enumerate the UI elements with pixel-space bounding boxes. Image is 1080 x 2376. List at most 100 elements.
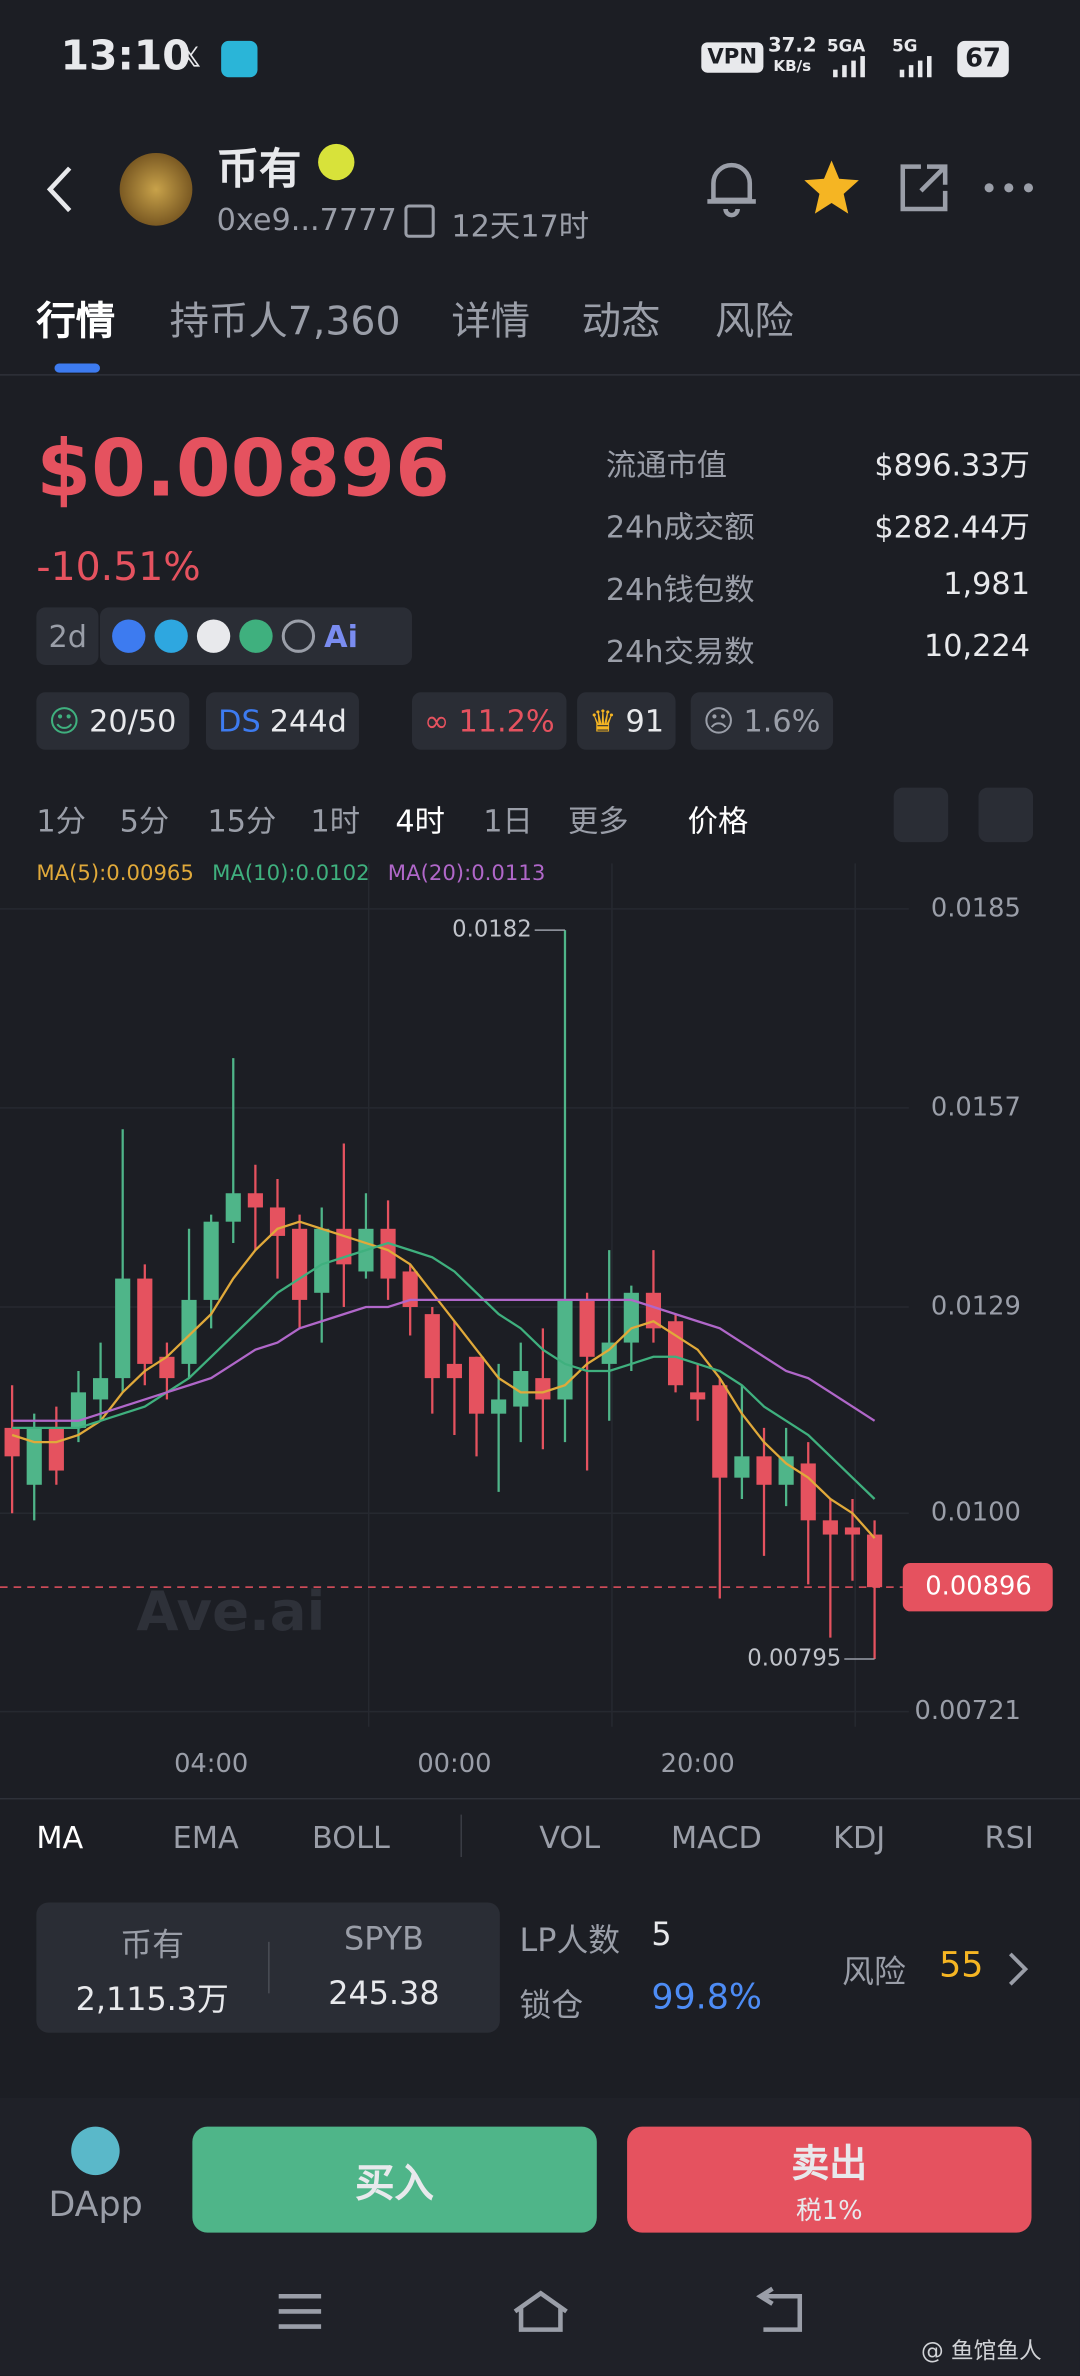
candle	[358, 1193, 374, 1279]
net1: 5GA	[827, 36, 866, 57]
current-price-tag	[902, 1562, 1053, 1612]
indicator[interactable]: EMA	[172, 1819, 239, 1856]
candle-body	[756, 1456, 772, 1485]
divider	[0, 1797, 1080, 1800]
back-button[interactable]	[42, 164, 78, 215]
candle	[292, 1214, 308, 1329]
interval[interactable]: 1分	[36, 802, 86, 840]
bell[interactable]	[700, 154, 764, 218]
candle-body	[269, 1207, 286, 1236]
candle	[336, 1143, 352, 1308]
candle-body	[424, 1314, 440, 1379]
tab[interactable]: 动态	[581, 299, 661, 346]
interval[interactable]: 1时	[310, 802, 361, 840]
candle-body	[292, 1228, 308, 1300]
buy: 买入	[355, 2160, 434, 2207]
tab[interactable]: 风险	[714, 299, 794, 346]
bundle-badge[interactable]: ∞ 11.2%	[411, 692, 567, 750]
amount1: 2,115.3万	[75, 1981, 229, 2018]
ma-line	[11, 1220, 876, 1539]
candle-body	[822, 1520, 838, 1535]
candle	[159, 1342, 175, 1400]
price-change: -10.51%	[36, 545, 201, 591]
indicator[interactable]: MA	[36, 1819, 84, 1856]
star[interactable]	[801, 158, 862, 219]
interval[interactable]: 1日	[483, 802, 533, 840]
tab[interactable]: 持币人7,360	[169, 299, 401, 346]
candle	[712, 1378, 728, 1599]
rank-badge[interactable]: ♛ 91	[577, 692, 677, 750]
interval[interactable]: 4时	[395, 802, 445, 840]
candle-body	[513, 1371, 529, 1407]
stat-label: 24h成交额	[605, 508, 755, 546]
x-tick-label: 00:00	[417, 1749, 491, 1779]
dapp[interactable]: DApp	[48, 2185, 143, 2226]
chart-settings[interactable]	[978, 787, 1034, 843]
stat-value: 10,224	[923, 627, 1030, 664]
stat-label: 24h钱包数	[605, 571, 755, 608]
address[interactable]: 0xe9...7777	[216, 201, 397, 238]
lock-label: 锁仓	[519, 1987, 584, 2024]
tab[interactable]: 详情	[451, 299, 531, 346]
ds-badge[interactable]: DS 244d	[205, 692, 359, 750]
candle	[93, 1342, 109, 1421]
verified-badge	[318, 143, 355, 181]
more[interactable]	[982, 179, 1037, 197]
holders-badge[interactable]: ☺ 20/50	[36, 692, 189, 750]
dev-badge[interactable]: ☹ 1.6%	[690, 692, 833, 750]
candle	[645, 1250, 662, 1343]
candle-body	[712, 1385, 728, 1478]
divider	[460, 1814, 462, 1858]
risk[interactable]: 55	[939, 1946, 984, 1986]
candle-body	[26, 1427, 42, 1485]
tab-indicator	[54, 363, 100, 373]
rank: 91	[625, 702, 665, 740]
candle-body	[93, 1378, 109, 1400]
y-tick-label: 0.0100	[931, 1498, 1021, 1528]
candle-body	[690, 1392, 706, 1400]
net2: 5G	[892, 36, 918, 57]
y-tick-label: 0.0129	[931, 1292, 1021, 1322]
watermark: @ 鱼馆鱼人	[920, 2337, 1042, 2365]
indicator[interactable]: VOL	[539, 1819, 601, 1856]
candle	[115, 1129, 131, 1393]
indicator[interactable]: KDJ	[833, 1819, 886, 1856]
candle	[181, 1228, 197, 1379]
bundle: 11.2%	[458, 702, 555, 740]
chart-style[interactable]	[893, 787, 949, 843]
interval[interactable]: 5分	[119, 802, 170, 840]
interval[interactable]: 更多	[568, 802, 629, 840]
vpn: VPN	[701, 42, 764, 73]
candle-body	[778, 1456, 794, 1485]
indicator[interactable]: BOLL	[312, 1819, 390, 1856]
candle-body	[402, 1271, 418, 1308]
dapp-icon[interactable]	[71, 2126, 120, 2176]
candle-body	[535, 1378, 551, 1400]
legend-entry: MA(20):0.0113	[388, 860, 546, 885]
candle-body	[601, 1342, 617, 1364]
candle	[48, 1406, 64, 1485]
social-links[interactable]: Ai	[99, 607, 412, 665]
candle	[601, 1250, 617, 1421]
lock[interactable]: 99.8%	[651, 1978, 763, 2018]
ds: DS	[218, 702, 261, 740]
indicator[interactable]: RSI	[984, 1819, 1034, 1856]
y-tick-label: 0.0157	[931, 1092, 1021, 1122]
stat-value: $282.44万	[874, 508, 1030, 546]
stat-label: 24h交易数	[605, 633, 755, 670]
sell-button[interactable]: 卖出 税1%	[627, 2126, 1032, 2233]
share[interactable]	[897, 161, 952, 216]
chevron[interactable]	[1006, 1951, 1030, 1987]
candle	[822, 1499, 838, 1638]
candle-body	[247, 1193, 263, 1208]
indicator[interactable]: MACD	[671, 1819, 762, 1856]
tab[interactable]: 行情	[36, 299, 116, 346]
buy-button[interactable]: 买入	[192, 2126, 597, 2233]
interval[interactable]: 15分	[207, 802, 277, 840]
interval[interactable]: 价格	[687, 802, 749, 840]
copy-icon[interactable]	[404, 204, 435, 238]
candle-body	[48, 1427, 64, 1471]
candle-body	[115, 1278, 131, 1379]
candle-body	[557, 1299, 573, 1400]
